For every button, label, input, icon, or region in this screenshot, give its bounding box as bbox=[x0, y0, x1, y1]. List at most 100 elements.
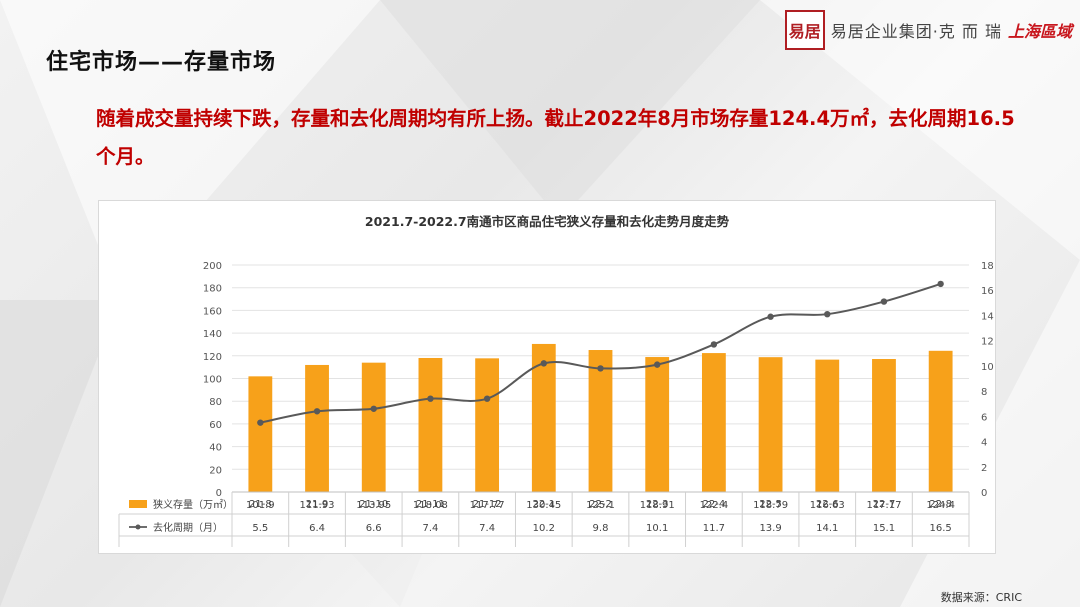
data-label-bar: 117.77 bbox=[470, 500, 505, 511]
y-left-tick-label: 60 bbox=[209, 420, 222, 431]
data-label-line: 6.4 bbox=[309, 523, 325, 534]
bar-21-8 bbox=[248, 376, 273, 492]
bar-22-6 bbox=[815, 359, 840, 492]
y-left-tick-label: 0 bbox=[216, 488, 222, 499]
y-right-tick-label: 8 bbox=[981, 387, 987, 398]
data-label-line: 7.4 bbox=[422, 523, 438, 534]
bar-22-1 bbox=[531, 343, 556, 492]
line-point-22-8 bbox=[937, 280, 944, 288]
bar-22-7 bbox=[872, 359, 896, 492]
y-left-tick-label: 20 bbox=[209, 465, 222, 476]
y-right-tick-label: 2 bbox=[981, 463, 987, 474]
bar-21-9 bbox=[305, 364, 329, 492]
data-label-bar: 101.9 bbox=[246, 500, 275, 511]
data-label-bar: 125.1 bbox=[586, 500, 615, 511]
data-label-line: 14.1 bbox=[816, 523, 838, 534]
y-left-tick-label: 40 bbox=[209, 443, 222, 454]
line-point-22-6 bbox=[824, 310, 831, 318]
legend-label-bar: 狭义存量（万㎡） bbox=[153, 498, 233, 511]
data-label-bar: 118.91 bbox=[640, 500, 675, 511]
y-left-tick-label: 140 bbox=[203, 329, 222, 340]
x-tick-label: 22-5 bbox=[759, 499, 782, 510]
x-tick-label: 21-8 bbox=[249, 499, 272, 510]
bar-21-11 bbox=[418, 357, 443, 492]
x-tick-label: 22-7 bbox=[873, 499, 896, 510]
line-point-21-10 bbox=[370, 405, 377, 412]
line-point-22-2 bbox=[597, 365, 604, 372]
data-label-line: 7.4 bbox=[479, 523, 495, 534]
x-tick-label: 22-6 bbox=[816, 499, 839, 510]
line-point-22-5 bbox=[767, 313, 774, 320]
bar-22-3 bbox=[645, 357, 670, 492]
line-point-22-3 bbox=[653, 361, 661, 368]
chart-title: 2021.7-2022.7南通市区商品住宅狭义存量和去化走势月度走势 bbox=[365, 214, 730, 229]
y-right-tick-label: 4 bbox=[981, 438, 987, 449]
bar-22-4 bbox=[701, 353, 726, 492]
x-tick-label: 21-10 bbox=[359, 499, 388, 510]
y-left-tick-label: 180 bbox=[203, 284, 222, 295]
bar-21-10 bbox=[361, 362, 386, 492]
line-point-21-11 bbox=[427, 395, 434, 402]
y-right-tick-label: 18 bbox=[981, 261, 994, 272]
data-label-bar: 113.95 bbox=[356, 500, 391, 511]
page-title: 住宅市场——存量市场 bbox=[46, 50, 277, 75]
data-label-bar: 122.4 bbox=[700, 500, 729, 511]
data-label-line: 5.5 bbox=[252, 523, 268, 534]
data-label-bar: 118.08 bbox=[413, 500, 448, 511]
y-left-tick-label: 80 bbox=[209, 397, 222, 408]
line-point-22-4 bbox=[710, 341, 718, 348]
x-tick-label: 22-3 bbox=[646, 499, 669, 510]
y-left-tick-label: 200 bbox=[203, 261, 222, 272]
legend-swatch-bar bbox=[129, 500, 147, 508]
logo-seal: 易居 bbox=[784, 10, 825, 50]
brand-logo: 易居 易居企业集团·克 而 瑞 上海區域 bbox=[784, 10, 1072, 50]
line-point-22-1 bbox=[540, 360, 548, 367]
x-tick-label: 22-1 bbox=[532, 499, 555, 510]
data-label-line: 16.5 bbox=[930, 523, 952, 534]
x-tick-label: 22-4 bbox=[703, 499, 726, 510]
y-right-tick-label: 14 bbox=[981, 311, 994, 322]
y-left-tick-label: 100 bbox=[203, 375, 222, 386]
x-tick-label: 21-11 bbox=[416, 499, 445, 510]
data-source: 数据来源：CRIC bbox=[940, 591, 1022, 604]
y-right-tick-label: 0 bbox=[981, 488, 987, 499]
y-right-tick-label: 12 bbox=[981, 337, 994, 348]
line-point-21-12 bbox=[483, 395, 491, 402]
y-right-tick-label: 16 bbox=[981, 286, 994, 297]
line-point-22-7 bbox=[880, 298, 888, 305]
data-label-line: 9.8 bbox=[593, 523, 609, 534]
x-tick-label: 22-8 bbox=[929, 499, 952, 510]
brand-sub-text: 上海區域 bbox=[1007, 22, 1072, 41]
headline-text: 随着成交量持续下跌，存量和去化周期均有所上扬。截止2022年8月市场存量124.… bbox=[96, 107, 1015, 168]
x-tick-label: 21-9 bbox=[306, 499, 329, 510]
y-left-tick-label: 120 bbox=[203, 352, 222, 363]
bar-21-12 bbox=[475, 358, 500, 492]
data-label-line: 11.7 bbox=[703, 523, 725, 534]
combo-chart: 2021.7-2022.7南通市区商品住宅狭义存量和去化走势月度走势020406… bbox=[118, 214, 994, 547]
data-label-line: 6.6 bbox=[366, 523, 382, 534]
legend-label-line: 去化周期（月） bbox=[153, 521, 223, 534]
data-label-line: 13.9 bbox=[759, 523, 781, 534]
data-label-line: 10.2 bbox=[533, 523, 555, 534]
data-label-line: 15.1 bbox=[873, 523, 895, 534]
line-point-21-8 bbox=[257, 419, 264, 426]
bar-22-8 bbox=[928, 350, 953, 492]
line-point-21-9 bbox=[313, 408, 321, 415]
data-label-bar: 111.93 bbox=[300, 500, 335, 511]
x-tick-label: 22-2 bbox=[589, 499, 612, 510]
data-label-line: 10.1 bbox=[646, 523, 668, 534]
bar-22-2 bbox=[588, 350, 613, 492]
y-right-tick-label: 10 bbox=[981, 362, 994, 373]
data-label-bar: 124.4 bbox=[926, 500, 955, 511]
chart-panel: 2021.7-2022.7南通市区商品住宅狭义存量和去化走势月度走势 0 20 40 6… bbox=[98, 200, 996, 554]
x-tick-label: 21-12 bbox=[473, 499, 502, 510]
legend-swatch-line-marker bbox=[135, 524, 141, 530]
data-label-bar: 116.63 bbox=[810, 500, 845, 511]
data-label-bar: 117.17 bbox=[866, 500, 901, 511]
y-right-tick-label: 6 bbox=[981, 412, 987, 423]
data-label-bar: 118.79 bbox=[753, 500, 788, 511]
brand-text: 易居企业集团·克 而 瑞 bbox=[830, 22, 1002, 41]
bar-22-5 bbox=[758, 357, 783, 492]
y-left-tick-label: 160 bbox=[203, 306, 222, 317]
data-label-bar: 130.45 bbox=[526, 500, 561, 511]
